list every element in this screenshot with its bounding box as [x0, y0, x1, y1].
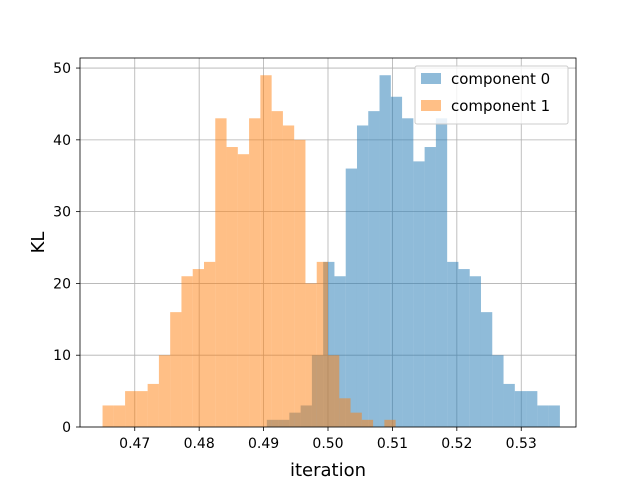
histogram-bar-component-0 [537, 405, 549, 427]
histogram-bar-component-1 [204, 261, 216, 427]
y-tick-label: 0 [62, 420, 71, 436]
histogram-bar-component-1 [271, 111, 283, 427]
histogram-bar-component-0 [368, 111, 380, 427]
histogram-bar-component-1 [102, 405, 114, 427]
ticks: 0.47 0.48 0.49 0.50 0.51 0.52 0.53 0 10 20 30 40 50 [53, 61, 537, 452]
histogram-bar-component-1 [113, 405, 126, 427]
y-tick-label: 40 [53, 133, 71, 149]
x-tick-label: 0.53 [506, 436, 537, 452]
histogram-bar-component-1 [125, 391, 137, 427]
histogram-bar-component-0 [526, 391, 538, 427]
histogram-bar-component-0 [458, 269, 470, 427]
x-tick-label: 0.50 [312, 436, 343, 452]
y-tick-label: 50 [53, 61, 71, 77]
histogram-bar-component-0 [424, 147, 436, 427]
x-tick-label: 0.51 [377, 436, 408, 452]
histogram-bar-component-1 [215, 118, 227, 428]
histogram-bar-component-1 [294, 139, 306, 428]
histogram-bar-component-0 [492, 355, 504, 427]
x-tick-label: 0.52 [441, 436, 472, 452]
histogram-bar-component-0 [469, 276, 481, 427]
histogram-bar-component-0 [379, 75, 391, 428]
histogram-bar-component-0 [390, 96, 403, 427]
histogram-bar-component-1 [339, 398, 351, 427]
y-tick-label: 20 [53, 276, 71, 292]
histogram-bar-component-0 [345, 168, 357, 427]
histogram-bar-component-0 [356, 125, 369, 428]
histogram-bar-component-1 [226, 147, 238, 427]
histogram-bar-component-1 [237, 154, 250, 428]
x-axis-label: iteration [290, 460, 366, 480]
bars [102, 75, 560, 428]
histogram-bar-component-0 [323, 261, 335, 427]
legend-swatch-component-0 [421, 73, 441, 84]
legend-label-component-1: component 1 [451, 97, 550, 115]
histogram-bar-component-1 [136, 391, 148, 427]
histogram-bar-component-1 [328, 355, 340, 427]
histogram-bar-component-1 [260, 75, 272, 428]
histogram-bar-component-1 [350, 412, 362, 427]
histogram-bar-component-1 [170, 312, 182, 427]
x-tick-label: 0.47 [119, 436, 150, 452]
histogram-bar-component-0 [480, 312, 493, 427]
histogram-bar-component-0 [402, 118, 414, 428]
histogram-bar-component-1 [316, 261, 328, 427]
histogram-bar-component-0 [435, 118, 448, 428]
histogram-bar-component-0 [548, 405, 560, 427]
histogram-bar-component-1 [158, 355, 171, 427]
x-tick-label: 0.49 [248, 436, 279, 452]
histogram-bar-component-1 [181, 276, 193, 427]
histogram-bar-component-0 [413, 161, 425, 427]
legend: component 0 component 1 [414, 65, 569, 125]
x-tick-label: 0.48 [184, 436, 215, 452]
histogram-bar-component-1 [192, 269, 204, 427]
legend-label-component-0: component 0 [451, 70, 550, 88]
histogram-bar-component-1 [282, 125, 295, 428]
histogram-bar-component-0 [447, 261, 459, 427]
histogram-bar-component-1 [361, 419, 374, 427]
histogram-bar-component-1 [249, 118, 261, 428]
histogram-bar-component-1 [384, 419, 396, 427]
histogram-bar-component-1 [147, 383, 159, 427]
histogram-bar-component-0 [334, 276, 346, 427]
legend-box [414, 65, 569, 125]
histogram-bar-component-1 [305, 283, 317, 427]
legend-swatch-component-1 [421, 100, 441, 111]
histogram-bar-component-0 [514, 391, 527, 427]
y-tick-label: 10 [53, 348, 71, 364]
y-axis-label: KL [28, 232, 49, 254]
histogram-bar-component-0 [503, 383, 515, 427]
y-tick-label: 30 [53, 205, 71, 221]
